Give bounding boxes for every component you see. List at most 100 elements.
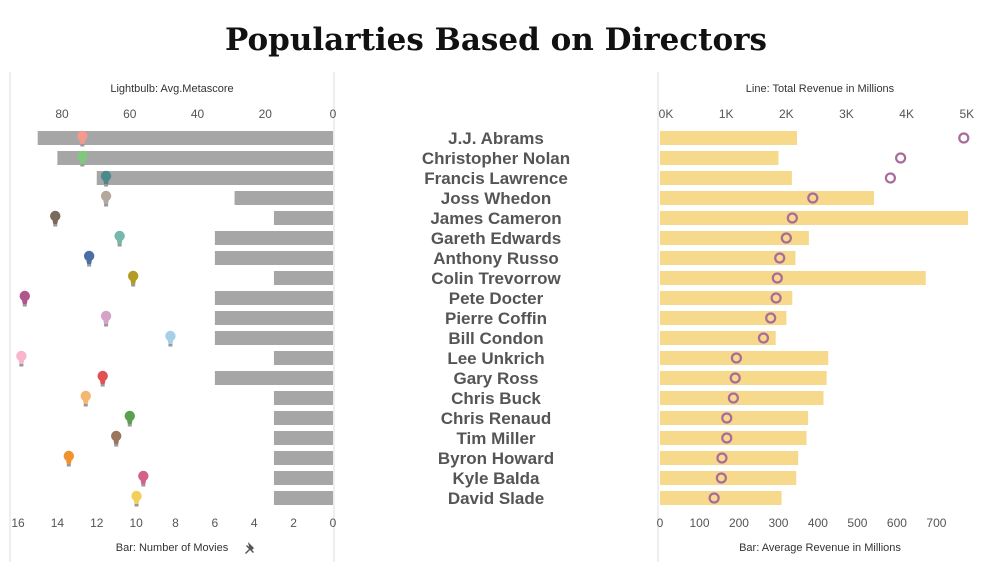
right-top-tick: 2K [779,107,794,121]
total-revenue-marker[interactable] [730,352,742,364]
total-revenue-marker[interactable] [721,412,733,424]
movies-bar[interactable] [214,331,333,345]
lightbulb-marker[interactable] [77,150,88,167]
revenue-bar[interactable] [660,151,779,165]
revenue-bar[interactable] [660,211,968,225]
lightbulb-marker[interactable] [100,310,112,327]
director-name: Chris Buck [451,389,541,408]
lightbulb-marker[interactable] [127,270,139,287]
revenue-bar[interactable] [660,191,875,205]
left-top-tick: 60 [123,107,137,121]
movies-bar[interactable] [273,391,333,405]
director-name: Lee Unkrich [447,349,544,368]
total-revenue-marker[interactable] [727,392,739,404]
right-bottom-tick: 400 [808,516,828,530]
total-revenue-marker[interactable] [715,472,727,484]
movies-bar[interactable] [57,151,333,165]
revenue-bar[interactable] [660,131,798,145]
lightbulb-marker[interactable] [50,210,61,227]
lightbulb-marker[interactable] [19,290,30,307]
lightbulb-marker[interactable] [63,450,75,467]
revenue-bar[interactable] [660,271,926,285]
lightbulb-marker[interactable] [77,130,88,147]
lightbulb-marker[interactable] [111,430,122,447]
movies-bar[interactable] [273,471,333,485]
lightbulb-marker[interactable] [114,230,125,247]
movies-bar[interactable] [214,231,333,245]
total-revenue-marker[interactable] [765,312,777,324]
revenue-bar[interactable] [660,351,829,365]
lightbulb-marker[interactable] [80,390,91,407]
total-revenue-marker[interactable] [721,432,733,444]
movies-bar[interactable] [273,491,333,505]
movies-bar[interactable] [214,251,333,265]
director-name: Byron Howard [438,449,554,468]
total-revenue-marker[interactable] [716,452,728,464]
lightbulb-marker[interactable] [124,410,135,427]
movies-bar[interactable] [273,431,333,445]
revenue-bar[interactable] [660,171,792,185]
total-revenue-marker[interactable] [771,272,783,284]
total-revenue-marker[interactable] [895,152,907,164]
pin-icon[interactable] [245,542,254,554]
right-bottom-axis: 0 100 200 300 400 500 600 700 [657,516,947,530]
director-name: Bill Condon [448,329,543,348]
total-revenue-marker[interactable] [774,252,786,264]
director-name: Tim Miller [456,429,535,448]
revenue-bar[interactable] [660,431,807,445]
lightbulb-marker[interactable] [131,490,142,507]
lightbulb-marker[interactable] [100,190,112,207]
movies-bar[interactable] [273,411,333,425]
lightbulb-marker[interactable] [16,350,27,367]
movies-bar[interactable] [96,171,333,185]
total-revenue-marker[interactable] [786,212,798,224]
right-bottom-tick: 600 [887,516,907,530]
total-revenue-marker[interactable] [757,332,770,344]
movies-bar[interactable] [273,351,333,365]
movies-bar[interactable] [273,271,333,285]
director-name: Francis Lawrence [424,169,568,188]
left-bottom-axis-title: Bar: Number of Movies [116,542,229,554]
lightbulb-marker[interactable] [138,470,149,487]
right-bottom-tick: 100 [689,516,709,530]
average-revenue-bars [660,131,968,505]
total-revenue-marker[interactable] [729,372,741,384]
lightbulb-marker[interactable] [97,370,108,387]
revenue-bar[interactable] [660,471,797,485]
left-top-tick: 20 [259,107,273,121]
movies-bar[interactable] [234,191,333,205]
movies-bar[interactable] [214,371,333,385]
revenue-bar[interactable] [660,231,809,245]
total-revenue-marker[interactable] [807,192,819,204]
movies-bar[interactable] [37,131,333,145]
movies-bar[interactable] [214,291,333,305]
right-bottom-axis-title: Bar: Average Revenue in Millions [739,542,901,554]
total-revenue-marker[interactable] [708,492,720,504]
revenue-bar[interactable] [660,411,809,425]
total-revenue-marker[interactable] [958,132,970,144]
movies-bar[interactable] [273,211,333,225]
lightbulb-marker[interactable] [165,330,176,347]
revenue-bar[interactable] [660,291,793,305]
revenue-bar[interactable] [660,251,796,265]
left-bottom-tick: 10 [129,516,143,530]
total-revenue-markers [708,132,970,504]
director-name: Chris Renaud [441,409,552,428]
movies-bar[interactable] [214,311,333,325]
total-revenue-marker[interactable] [884,172,896,184]
revenue-bar[interactable] [660,391,824,405]
revenue-bar[interactable] [660,331,776,345]
lightbulb-marker[interactable] [100,170,112,187]
revenue-bar[interactable] [660,371,827,385]
director-name: Anthony Russo [433,249,559,268]
revenue-bar[interactable] [660,311,787,325]
right-top-tick: 1K [719,107,734,121]
lightbulb-marker[interactable] [83,250,95,267]
revenue-bar[interactable] [660,491,782,505]
revenue-bar[interactable] [660,451,799,465]
director-name: Pierre Coffin [445,309,547,328]
movies-bar[interactable] [273,451,333,465]
total-revenue-marker[interactable] [770,292,782,304]
total-revenue-marker[interactable] [780,232,792,244]
